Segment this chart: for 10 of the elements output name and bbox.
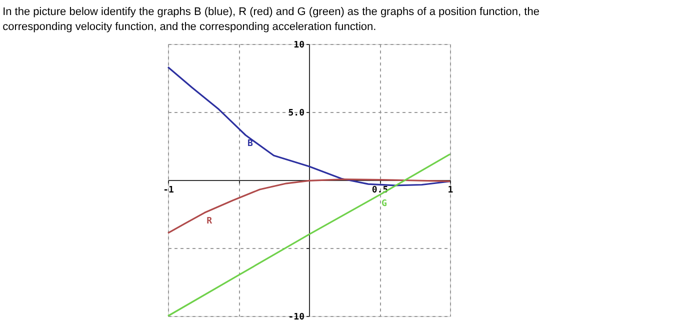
series-label: G xyxy=(382,198,387,209)
y-tick-label: 10 xyxy=(294,40,304,50)
line-series xyxy=(167,66,451,186)
y-tick-label: 5.0 xyxy=(288,108,304,118)
series-label: B xyxy=(248,139,254,150)
y-tick-label: -10 xyxy=(288,312,304,322)
chart-title: In the picture below identify the graphs B (blue), R (red) and G (green) as the graphs of a position function, the corresponding velocity function, and the corresponding acceleration function. xyxy=(2,6,540,33)
x-tick-label: -1 xyxy=(163,186,174,196)
x-tick-label: 1 xyxy=(448,186,454,196)
series-label: R xyxy=(206,216,213,227)
